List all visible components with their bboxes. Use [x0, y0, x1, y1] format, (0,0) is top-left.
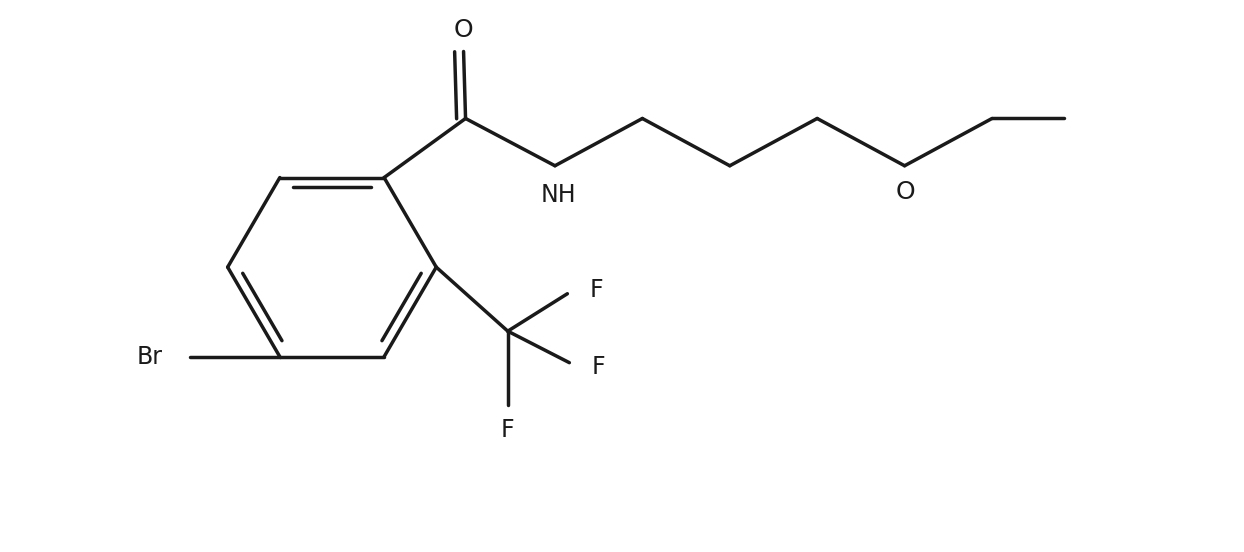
Text: O: O — [454, 18, 474, 42]
Text: F: F — [590, 278, 603, 302]
Text: O: O — [896, 181, 916, 204]
Text: F: F — [501, 418, 515, 442]
Text: NH: NH — [541, 183, 577, 208]
Text: F: F — [591, 354, 605, 379]
Text: Br: Br — [137, 344, 163, 369]
